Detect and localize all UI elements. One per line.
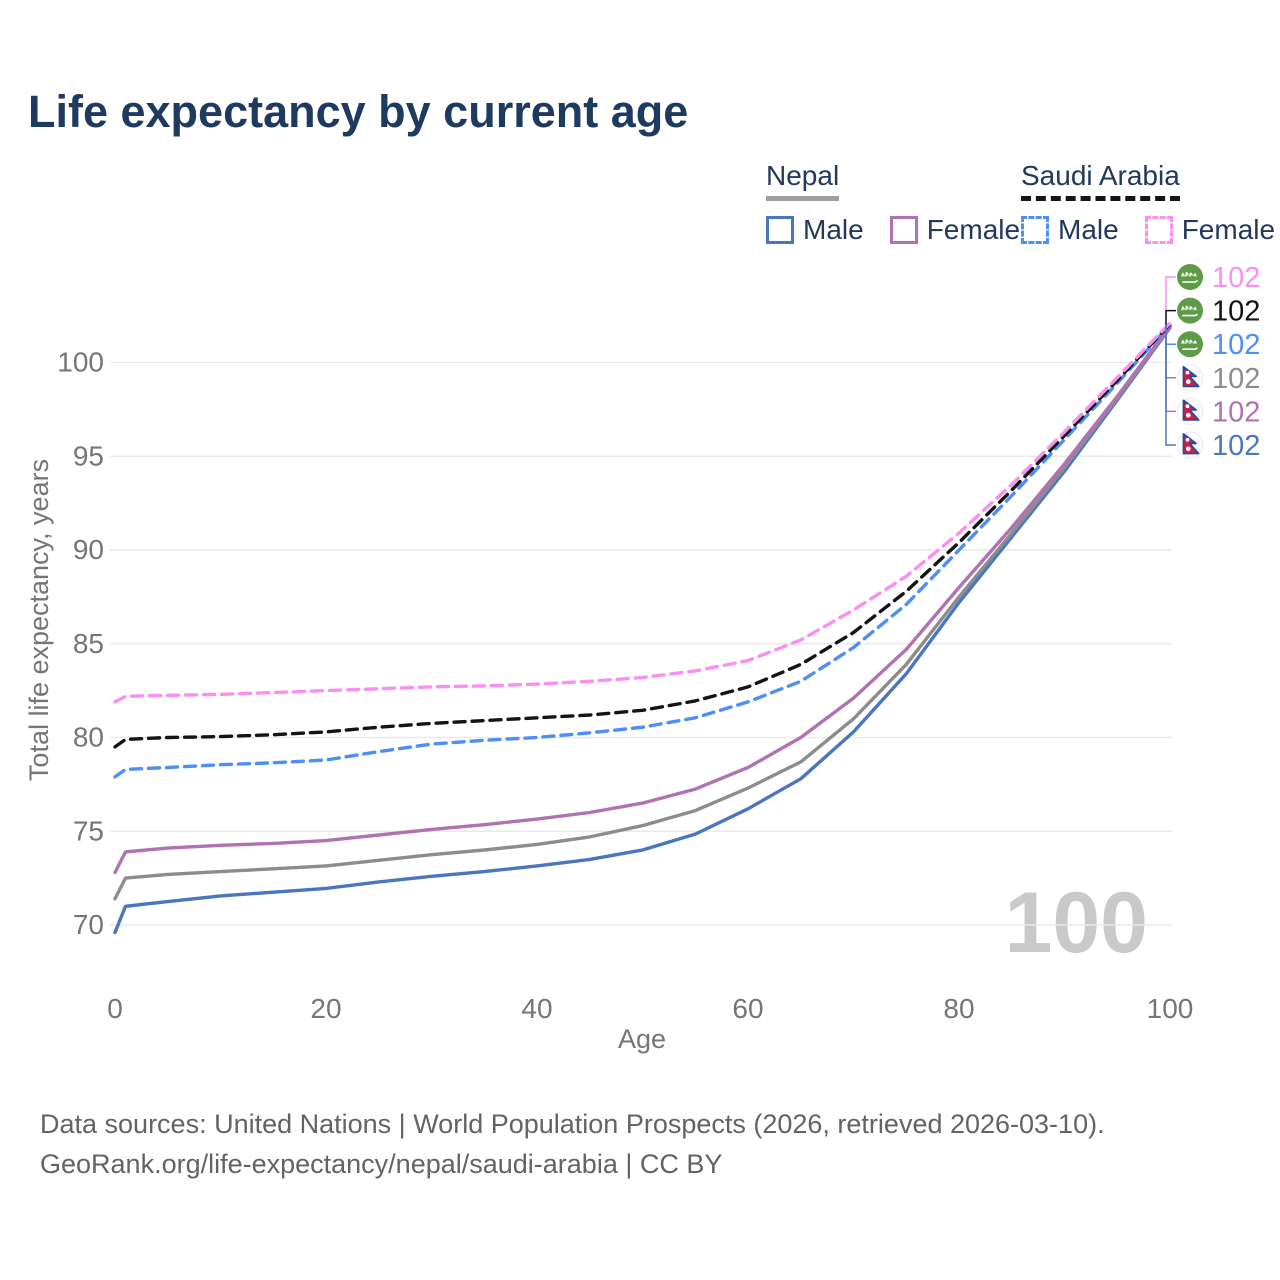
y-tick-70: 70 — [73, 909, 104, 940]
legend-item-saudi-male: Male — [1021, 214, 1119, 246]
end-label-value: 102 — [1212, 430, 1260, 462]
series-lines — [113, 321, 1172, 935]
nepal-male-swatch-icon — [766, 216, 794, 244]
x-tick-60: 60 — [732, 993, 763, 1024]
legend-label-nepal-female: Female — [926, 214, 1021, 245]
nepal-flag-icon — [1176, 397, 1204, 425]
end-label-leader-line — [1165, 325, 1176, 413]
series-line-nepal-female — [113, 324, 1172, 875]
nepal-female-swatch-icon — [889, 216, 918, 244]
legend-group-nepal: Nepal Male Female — [766, 160, 1020, 246]
legend-country-saudi-arabia: Saudi Arabia — [1021, 160, 1180, 201]
end-label-leader-line — [1165, 276, 1176, 325]
series-line-nepal-male — [113, 326, 1172, 935]
legend-item-nepal-female: Female — [889, 214, 1021, 246]
series-line-saudi-male — [113, 323, 1172, 779]
age-watermark: 100 — [1005, 875, 1149, 971]
legend-row-nepal: Male Female — [766, 214, 1020, 246]
y-axis-tick-labels: 70 75 80 85 90 95 100 — [57, 347, 104, 941]
nepal-flag-icon — [1176, 431, 1204, 459]
x-axis-title: Age — [618, 1024, 666, 1054]
end-label-leader-line — [1165, 309, 1176, 325]
legend-item-nepal-male: Male — [766, 214, 864, 246]
legend-row-saudi-arabia: Male Female — [1021, 214, 1275, 246]
page-title: Life expectancy by current age — [28, 86, 689, 137]
x-tick-20: 20 — [310, 993, 341, 1024]
x-tick-40: 40 — [521, 993, 552, 1024]
footer-attribution: GeoRank.org/life-expectancy/nepal/saudi-… — [40, 1149, 723, 1179]
end-label-value: 102 — [1212, 329, 1260, 361]
saudi-arabia-flag-icon — [1177, 331, 1203, 358]
y-tick-100: 100 — [57, 347, 104, 378]
y-tick-75: 75 — [73, 815, 104, 846]
series-line-saudi-female — [113, 321, 1172, 704]
end-label-leader-line — [1165, 325, 1176, 446]
saudi-arabia-flag-icon — [1177, 297, 1203, 324]
end-label-value: 102 — [1212, 363, 1260, 395]
footer-data-sources: Data sources: United Nations | World Pop… — [40, 1109, 1105, 1139]
series-line-saudi-all — [113, 322, 1172, 749]
saudi-female-swatch-icon — [1144, 216, 1173, 244]
legend-label-saudi-male: Male — [1058, 214, 1119, 245]
y-tick-85: 85 — [73, 628, 104, 659]
footer: Data sources: United Nations | World Pop… — [40, 1104, 1105, 1184]
legend-label-nepal-male: Male — [803, 214, 864, 245]
x-tick-100: 100 — [1147, 993, 1194, 1024]
saudi-arabia-flag-icon — [1177, 264, 1203, 290]
end-label-value: 102 — [1212, 396, 1260, 428]
y-tick-95: 95 — [73, 440, 104, 471]
nepal-flag-icon — [1176, 364, 1204, 392]
gridlines — [110, 361, 1172, 926]
series-line-nepal-all — [113, 325, 1172, 901]
legend-group-saudi-arabia: Saudi Arabia Male Female — [1021, 160, 1275, 246]
end-label-value: 102 — [1212, 262, 1260, 294]
end-label-value: 102 — [1212, 296, 1260, 328]
legend-label-saudi-female: Female — [1181, 214, 1276, 245]
legend-country-nepal: Nepal — [766, 160, 840, 201]
legend-item-saudi-female: Female — [1144, 214, 1276, 246]
y-tick-80: 80 — [73, 722, 104, 753]
x-tick-80: 80 — [943, 993, 974, 1024]
x-axis-tick-labels: 0 20 40 60 80 100 — [107, 993, 1193, 1024]
y-tick-90: 90 — [73, 534, 104, 565]
y-axis-title: Total life expectancy, years — [24, 459, 54, 781]
x-tick-0: 0 — [107, 993, 123, 1024]
saudi-male-swatch-icon — [1021, 216, 1049, 244]
